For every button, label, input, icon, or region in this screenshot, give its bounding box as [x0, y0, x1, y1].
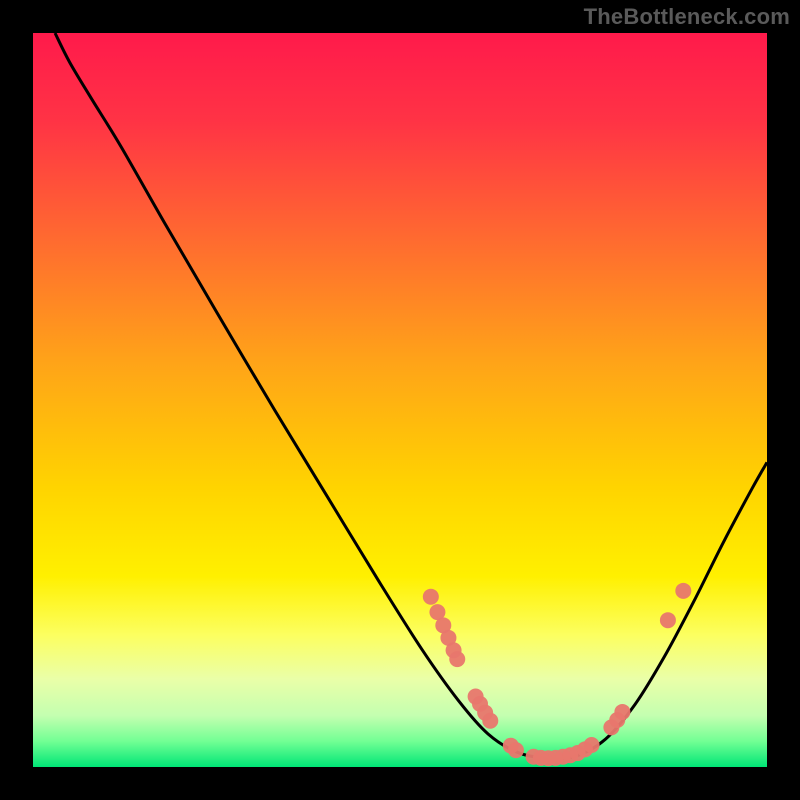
scatter-point — [584, 737, 600, 753]
scatter-point — [482, 713, 498, 729]
scatter-point — [660, 612, 676, 628]
scatter-point — [423, 589, 439, 605]
attribution-label: TheBottleneck.com — [584, 4, 790, 30]
chart-frame: TheBottleneck.com — [0, 0, 800, 800]
scatter-point — [614, 704, 630, 720]
scatter-point — [675, 583, 691, 599]
bottleneck-plot — [0, 0, 800, 800]
scatter-point — [449, 651, 465, 667]
scatter-point — [508, 742, 524, 758]
gradient-background — [33, 33, 767, 767]
